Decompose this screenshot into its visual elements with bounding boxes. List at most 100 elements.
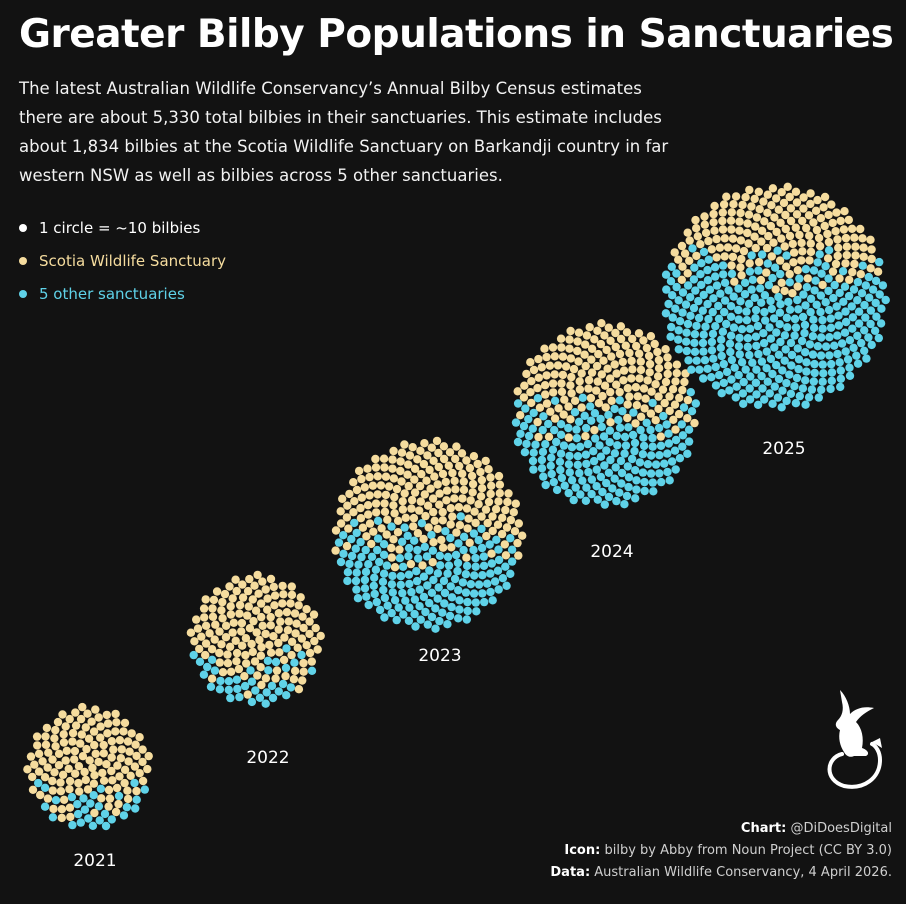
dot-scotia [373,472,382,481]
dot-other [787,350,797,360]
dot-other [599,432,609,441]
dot-scotia [772,227,781,237]
dot-scotia [625,392,634,401]
dot-other [410,609,419,619]
dot-scotia [451,485,460,494]
dot-scotia [785,269,794,279]
dot-scotia [225,582,234,591]
dot-scotia [102,710,112,720]
dot-scotia [104,802,113,811]
dot-scotia [115,772,124,781]
dot-scotia [415,481,425,491]
dot-scotia [413,529,423,538]
dot-other [748,358,757,367]
dot-other [404,543,414,553]
dot-scotia [731,192,741,201]
dot-other [667,322,676,332]
dot-other [445,611,455,621]
dot-scotia [269,582,278,592]
dot-other [352,585,361,594]
dot-scotia [693,232,702,241]
dot-scotia [739,246,749,256]
dot-other [440,588,450,598]
dot-scotia [632,341,641,351]
dot-scotia [639,336,648,345]
dot-other [40,802,50,811]
dot-other [100,809,110,819]
dot-scotia [280,633,289,642]
dot-scotia [866,264,875,273]
dot-scotia [450,476,459,486]
dot-other [646,425,655,435]
dot-other [670,446,680,455]
dot-other [770,343,779,352]
dot-other [790,331,799,340]
dot-scotia [293,643,302,652]
dot-scotia [266,648,276,657]
dot-scotia [779,198,789,208]
dot-other [781,345,790,354]
dot-other [580,411,589,420]
dot-scotia [707,245,716,254]
dot-scotia [458,494,467,503]
dot-other [778,386,787,395]
dot-scotia [51,742,60,751]
dot-scotia [342,541,352,551]
dot-scotia [636,365,646,375]
dot-scotia [415,506,424,515]
dot-scotia [789,248,799,257]
dot-other [548,445,558,454]
dot-scotia [207,645,217,654]
dot-scotia [718,225,728,234]
dot-scotia [71,769,80,778]
dot-other [798,384,808,393]
dot-other [578,393,587,402]
dot-other [596,472,606,482]
dot-other [529,465,538,474]
dot-other [813,342,823,351]
dot-scotia [421,511,430,521]
dot-scotia [754,187,763,196]
dot-other [350,518,359,528]
dot-other [695,365,704,374]
dot-scotia [728,252,738,262]
dot-scotia [89,727,99,736]
dot-scotia [728,234,738,243]
dot-scotia [767,252,776,261]
dot-other [786,389,796,398]
dot-other [671,304,680,313]
dot-other [782,251,791,260]
dot-other [581,423,591,433]
dot-scotia [522,369,531,379]
dot-other [494,555,504,565]
dot-scotia [603,364,612,373]
dot-scotia [270,601,279,610]
dot-other [725,339,735,348]
dot-other [463,597,472,607]
dot-scotia [623,384,632,393]
dot-other [334,538,344,547]
dot-other [557,473,567,483]
dot-scotia [271,674,280,683]
dot-scotia [820,221,829,231]
dot-other [711,362,720,372]
dot-other [674,335,683,344]
dot-other [686,293,695,302]
dot-scotia [564,433,573,442]
dot-scotia [841,259,850,268]
dot-other [107,815,117,824]
dot-other [343,568,353,577]
dot-scotia [50,734,59,743]
dot-scotia [718,216,727,226]
dot-scotia [604,323,613,332]
chart-subtitle: The latest Australian Wildlife Conservan… [19,79,669,185]
dot-other [783,323,792,332]
dot-scotia [627,356,636,366]
dot-other [762,347,771,356]
dot-scotia [646,332,656,341]
dot-other [827,368,837,377]
dot-scotia [103,719,113,728]
dot-other [847,302,856,311]
dot-scotia [762,268,771,277]
dot-other [735,350,744,359]
